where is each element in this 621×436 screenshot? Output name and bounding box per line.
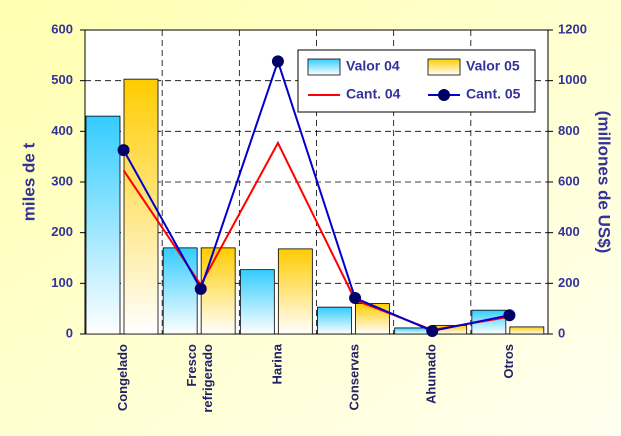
legend-swatch	[307, 58, 341, 76]
bar	[355, 303, 390, 335]
marker	[117, 144, 130, 157]
x-tick-label: Conservas	[347, 344, 362, 410]
y-tick-label: 500	[51, 72, 73, 87]
y2-tick-label: 1200	[558, 21, 587, 36]
legend-marker	[438, 89, 450, 101]
bar	[85, 115, 121, 335]
legend-swatch	[427, 58, 461, 76]
x-tick-label: Congelado	[115, 344, 130, 411]
marker	[349, 292, 362, 305]
y2-tick-label: 400	[558, 224, 580, 239]
bar	[277, 248, 313, 335]
bar	[200, 247, 236, 335]
legend-label: Valor 04	[346, 58, 400, 74]
x-tick-label: Frescorefrigerado	[184, 344, 215, 413]
y2-tick-label: 600	[558, 173, 580, 188]
y2-axis-label: (millones de US$)	[595, 111, 614, 254]
marker	[271, 55, 284, 68]
y-tick-label: 300	[51, 173, 73, 188]
legend-label: Cant. 05	[466, 86, 521, 102]
y2-tick-label: 1000	[558, 72, 587, 87]
marker	[426, 324, 439, 337]
x-tick-label: Otros	[501, 344, 516, 379]
y-tick-label: 100	[51, 275, 73, 290]
legend-label: Cant. 04	[346, 86, 401, 102]
x-tick-label: Ahumado	[424, 344, 439, 404]
y-axis-label: miles de t	[19, 142, 38, 221]
bar	[317, 306, 352, 335]
y2-tick-label: 0	[558, 325, 565, 340]
y-tick-label: 600	[51, 21, 73, 36]
bar	[162, 247, 198, 335]
y-tick-label: 400	[51, 123, 73, 138]
marker	[503, 309, 516, 322]
bar	[123, 78, 159, 335]
legend-label: Valor 05	[466, 58, 520, 74]
y-tick-label: 0	[66, 325, 73, 340]
y2-tick-label: 800	[558, 123, 580, 138]
line	[122, 58, 510, 333]
bar	[509, 326, 545, 335]
bar	[394, 327, 430, 335]
marker	[194, 282, 207, 295]
bar	[239, 269, 275, 335]
x-tick-label: Harina	[269, 343, 284, 384]
y-tick-label: 200	[51, 224, 73, 239]
y2-tick-label: 200	[558, 275, 580, 290]
